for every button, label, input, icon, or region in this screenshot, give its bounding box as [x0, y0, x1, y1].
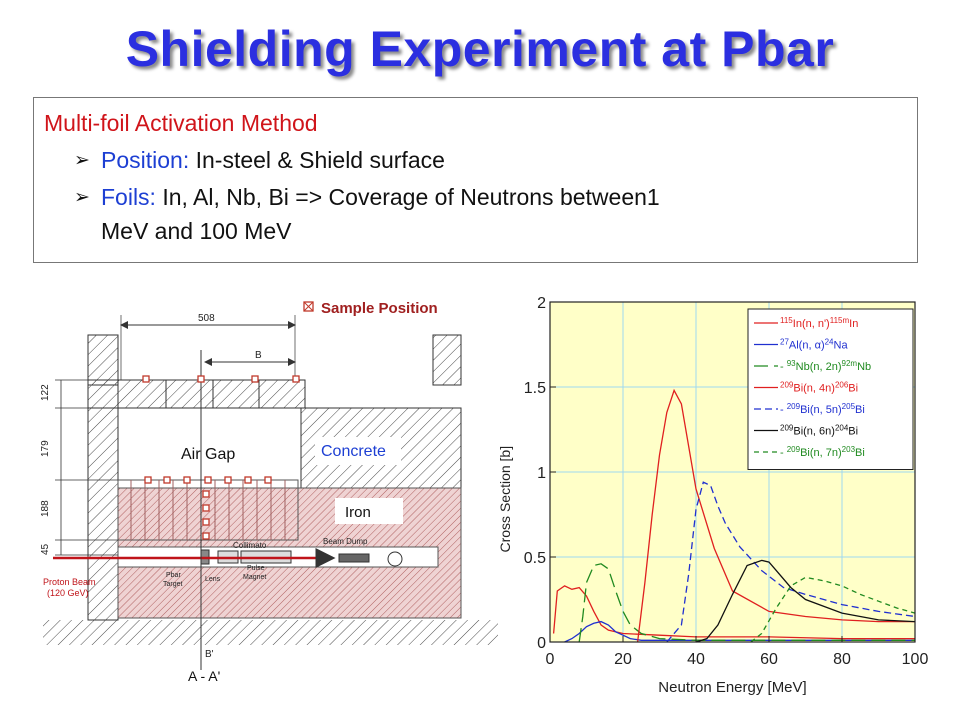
label-collimator: Collimato [233, 541, 267, 550]
bullet-label: Foils: [101, 184, 156, 210]
series-line [695, 559, 916, 643]
left-wall [87, 407, 119, 621]
bullet-label: Position: [101, 147, 190, 173]
label-iron: Iron [345, 504, 371, 521]
x-tick-label: 40 [687, 651, 705, 668]
label-proton-energy: (120 GeV) [47, 588, 89, 598]
series-line [578, 563, 915, 643]
x-axis-label: Neutron Energy [MeV] [658, 679, 806, 696]
legend-sample-position: Sample Position [321, 300, 438, 317]
dim-b: B [255, 350, 262, 361]
series-line [552, 585, 915, 640]
top-slab [87, 379, 306, 409]
method-heading: Multi-foil Activation Method [44, 110, 318, 136]
arrow-bullet-icon: ➢ [74, 187, 90, 208]
legend-label: 115In(n, n')115mIn [780, 316, 858, 331]
axis-ticks: 0 20 40 60 80 100 0 0.5 1 1.5 2 [524, 295, 929, 668]
dim-179: 179 [40, 440, 51, 457]
shielding-schematic: Sample Position 508 B B' 122 179 188 45 … [40, 300, 498, 684]
legend-label: - 93Nb(n, 2n)92mNb [780, 359, 871, 374]
bullet-text: In-steel & Shield surface [189, 147, 445, 173]
y-tick-label: 1.5 [524, 380, 546, 397]
series-line [666, 481, 916, 643]
label-concrete: Concrete [321, 443, 386, 460]
legend-label: 209Bi(n, 6n)204Bi [780, 423, 858, 438]
x-tick-label: 0 [546, 651, 555, 668]
dim-188: 188 [40, 500, 51, 517]
left-post [87, 334, 119, 386]
series-line [636, 388, 915, 643]
dim-45: 45 [40, 543, 51, 555]
chart-legend: 115In(n, n')115mIn 27Al(n, α)24Na - 93Nb(n… [747, 308, 914, 470]
y-tick-label: 0 [537, 635, 546, 652]
x-tick-label: 80 [833, 651, 851, 668]
x-tick-label: 20 [614, 651, 632, 668]
label-pbar: Pbar [166, 572, 181, 579]
label-lens: Lens [205, 576, 221, 583]
series-lines [552, 388, 916, 643]
ground-hatch [43, 620, 498, 645]
page-title: Shielding Experiment at Pbar [125, 21, 835, 77]
dim-122: 122 [40, 384, 51, 401]
x-tick-label: 100 [902, 651, 929, 668]
label-air-gap: Air Gap [181, 446, 235, 463]
x-tick-label: 60 [760, 651, 778, 668]
label-beam-dump: Beam Dump [323, 537, 368, 546]
method-box: Multi-foil Activation Method ➢ Position:… [33, 97, 918, 263]
arrow-bullet-icon: ➢ [74, 150, 90, 171]
label-target: Target [163, 581, 183, 588]
label-section: A - A' [188, 668, 220, 684]
y-tick-label: 2 [537, 295, 546, 312]
dim-508: 508 [198, 313, 215, 324]
legend-label: 27Al(n, α)24Na [780, 337, 848, 352]
y-tick-label: 0.5 [524, 550, 546, 567]
bullet-text-continued: MeV and 100 MeV [101, 218, 292, 244]
y-axis-label: Cross Section [b] [497, 446, 513, 553]
label-magnet: Magnet [243, 574, 266, 581]
right-post [432, 334, 462, 386]
bullet-text: In, Al, Nb, Bi => Coverage of Neutrons b… [155, 184, 660, 210]
label-proton-beam: Proton Beam [43, 577, 96, 587]
legend-label: - 209Bi(n, 5n)205Bi [780, 402, 865, 417]
legend-box [747, 308, 914, 470]
label-pulse: Pulse [247, 565, 265, 572]
y-tick-label: 1 [537, 465, 546, 482]
legend-label: 209Bi(n, 4n)206Bi [780, 380, 858, 395]
legend-label: - 209Bi(n, 7n)203Bi [780, 445, 865, 460]
dim-b-prime: B' [205, 649, 214, 660]
